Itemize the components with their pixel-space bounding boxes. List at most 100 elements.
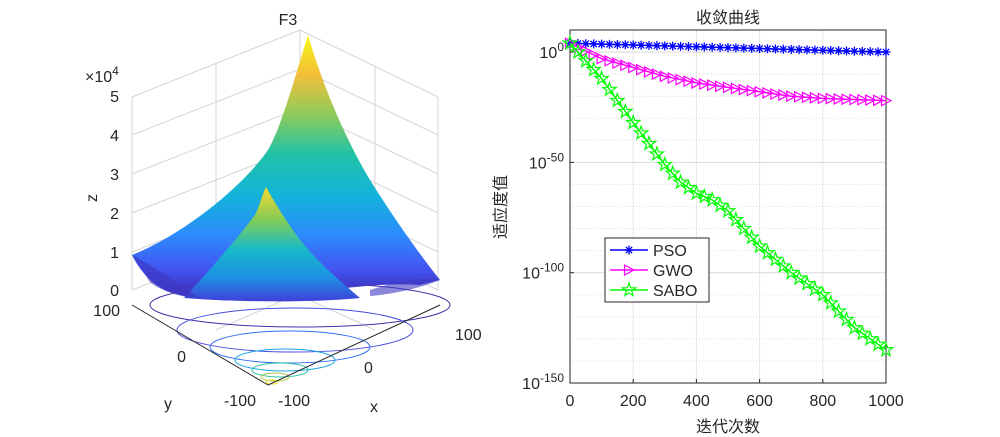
series-marker-SABO xyxy=(640,134,658,151)
x-tick-label: 400 xyxy=(683,393,710,410)
y-tick-0: 0 xyxy=(177,349,186,366)
series-marker-GWO xyxy=(612,57,624,70)
series-marker-PSO xyxy=(786,44,796,54)
series-marker-SABO xyxy=(664,164,682,181)
series-marker-PSO xyxy=(739,43,749,53)
y-tick-label: 100 xyxy=(540,40,565,62)
series-marker-PSO xyxy=(723,43,733,53)
convergence-series xyxy=(561,34,895,358)
series-marker-SABO xyxy=(687,184,705,201)
series-marker-SABO xyxy=(593,69,611,86)
series-marker-SABO xyxy=(695,187,713,204)
z-tick-1: 1 xyxy=(110,245,119,262)
legend-marker-GWO xyxy=(623,264,636,276)
series-marker-GWO xyxy=(849,93,861,106)
series-marker-SABO xyxy=(759,243,776,260)
legend-entry-SABO: SABO xyxy=(610,281,697,300)
legend-label: SABO xyxy=(653,283,697,300)
series-marker-GWO xyxy=(801,91,814,104)
series-marker-SABO xyxy=(561,34,579,51)
y-tick-label: 10-150 xyxy=(522,371,564,393)
series-marker-PSO xyxy=(818,45,828,55)
series-marker-SABO xyxy=(838,310,855,327)
series-marker-SABO xyxy=(822,294,840,311)
series-marker-PSO xyxy=(668,41,678,51)
series-marker-PSO xyxy=(802,45,812,55)
series-marker-SABO xyxy=(751,237,769,254)
series-marker-GWO xyxy=(825,92,837,105)
series-marker-SABO xyxy=(569,43,587,60)
z-exponent-label: ×104 xyxy=(85,64,119,86)
series-marker-GWO xyxy=(691,76,703,89)
series-marker-PSO xyxy=(810,45,820,55)
series-marker-GWO xyxy=(596,52,608,65)
series-marker-SABO xyxy=(624,113,642,130)
series-marker-SABO xyxy=(845,318,863,335)
series-marker-PSO xyxy=(834,46,844,56)
series-marker-GWO xyxy=(699,78,711,91)
series-marker-PSO xyxy=(755,44,765,54)
series-marker-SABO xyxy=(577,52,595,69)
series-SABO xyxy=(561,34,895,358)
series-marker-PSO xyxy=(770,44,780,54)
series-marker-SABO xyxy=(743,228,761,245)
series-marker-PSO xyxy=(826,46,836,56)
series-line-GWO xyxy=(569,42,887,102)
y-axis-label: y xyxy=(164,396,172,413)
series-marker-SABO xyxy=(680,178,697,195)
legend: PSO GWO SABO xyxy=(604,237,710,303)
series-marker-PSO xyxy=(842,46,851,56)
series-marker-PSO xyxy=(865,47,875,57)
z-axis-label: z xyxy=(84,194,101,202)
series-marker-PSO xyxy=(849,46,859,56)
series-marker-SABO xyxy=(766,250,784,267)
series-marker-GWO xyxy=(714,80,727,93)
series-marker-GWO xyxy=(651,68,664,81)
series-marker-SABO xyxy=(656,155,674,172)
y-tick-label: 10-50 xyxy=(529,150,564,172)
y-tick-100: 100 xyxy=(93,303,120,320)
series-marker-PSO xyxy=(881,47,891,57)
series-marker-GWO xyxy=(675,73,687,86)
legend-label: GWO xyxy=(653,263,693,280)
series-marker-PSO xyxy=(778,44,788,54)
convergence-x-ticks: 0 200 400 600 800 1000 xyxy=(566,379,904,410)
x-tick-neg100: -100 xyxy=(278,393,310,410)
series-marker-GWO xyxy=(872,94,885,107)
series-marker-GWO xyxy=(754,85,766,98)
series-marker-GWO xyxy=(762,86,774,99)
series-marker-SABO xyxy=(601,80,618,97)
series-marker-SABO xyxy=(585,60,603,77)
convergence-x-label: 迭代次数 xyxy=(696,417,760,436)
series-marker-GWO xyxy=(707,79,719,92)
series-marker-PSO xyxy=(597,39,607,49)
y-tick-labels: 100 0 -100 xyxy=(93,303,256,410)
series-marker-PSO xyxy=(652,41,662,51)
series-marker-PSO xyxy=(747,43,757,53)
series-marker-SABO xyxy=(877,341,895,358)
z-tick-labels: 0 1 2 3 4 5 xyxy=(110,89,119,300)
series-marker-SABO xyxy=(814,285,832,302)
series-marker-GWO xyxy=(809,91,822,104)
series-marker-SABO xyxy=(632,124,650,141)
surface-mesh xyxy=(132,35,440,302)
series-marker-GWO xyxy=(604,54,616,67)
series-marker-PSO xyxy=(581,39,591,49)
series-marker-SABO xyxy=(608,91,626,108)
x-tick-label: 1000 xyxy=(868,393,904,410)
series-marker-PSO xyxy=(644,40,654,50)
convergence-plot: 收敛曲线 0 200 400 600 800 1000 100 10-50 10-100 10-… xyxy=(491,8,904,436)
series-marker-PSO xyxy=(620,40,630,50)
series-marker-GWO xyxy=(643,65,656,78)
series-marker-GWO xyxy=(730,82,743,95)
surface-title: F3 xyxy=(279,12,298,29)
z-tick-0: 0 xyxy=(110,283,119,300)
series-marker-GWO xyxy=(746,84,758,97)
series-marker-SABO xyxy=(798,274,816,291)
convergence-title: 收敛曲线 xyxy=(696,8,760,27)
legend-entry-PSO: PSO xyxy=(610,243,687,260)
series-marker-PSO xyxy=(699,42,709,52)
series-marker-GWO xyxy=(635,63,648,76)
z-tick-4: 4 xyxy=(110,128,119,145)
x-tick-label: 200 xyxy=(620,393,647,410)
